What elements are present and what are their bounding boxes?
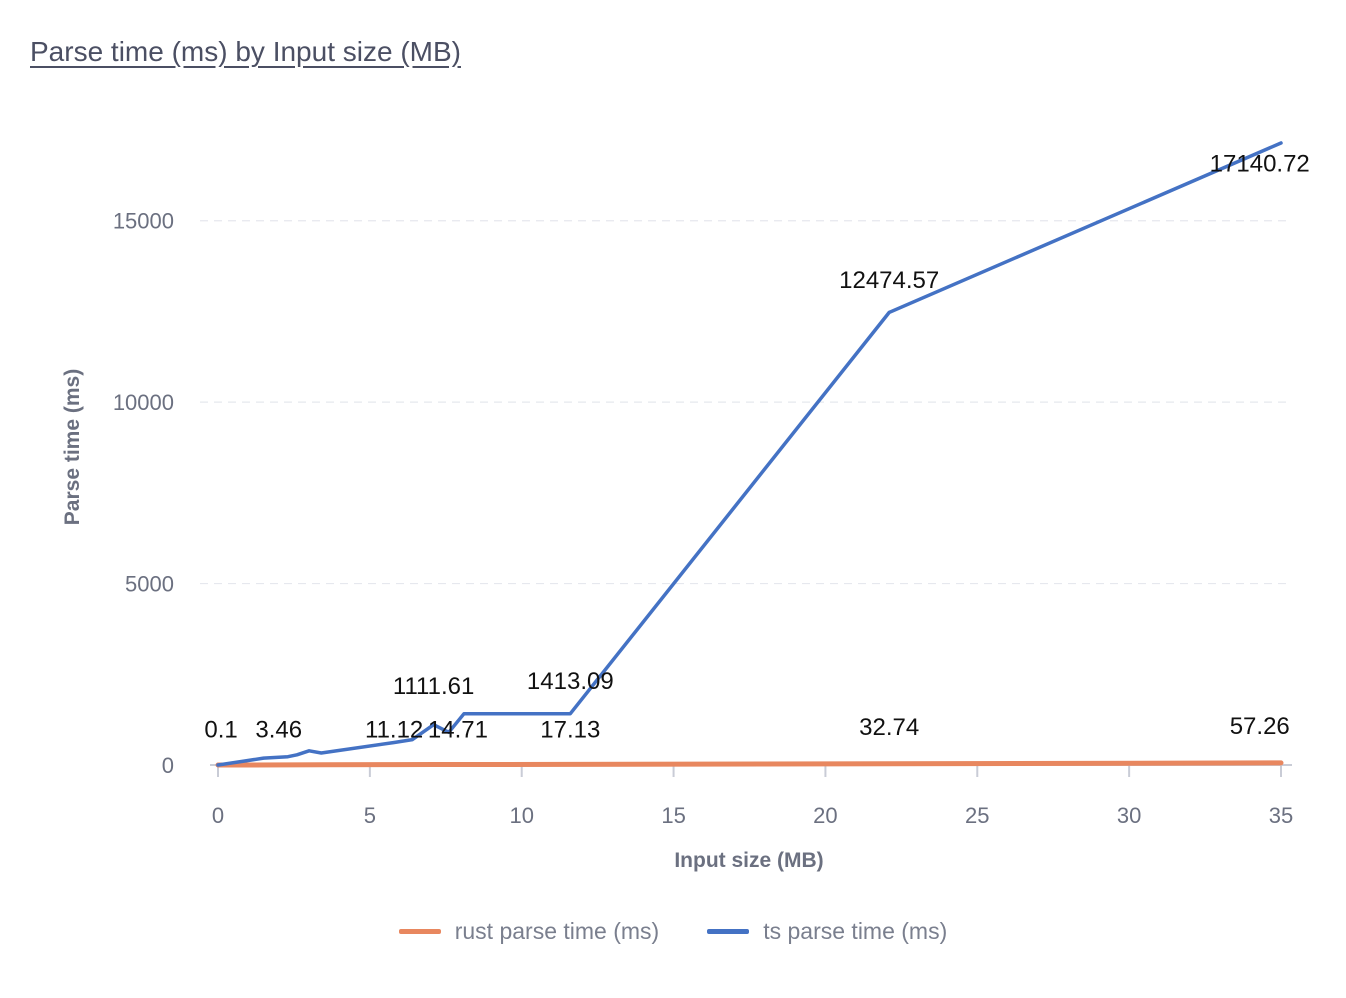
x-tick-label: 10 <box>509 803 533 828</box>
y-tick-label: 0 <box>162 753 174 778</box>
x-tick-label: 30 <box>1117 803 1141 828</box>
data-label: 32.74 <box>859 714 919 741</box>
legend-label-ts: ts parse time (ms) <box>763 918 948 944</box>
legend-item-rust[interactable]: rust parse time (ms) <box>398 918 660 945</box>
y-tick-label: 15000 <box>113 209 174 234</box>
series-lines <box>215 141 1284 768</box>
data-label: 11.12 <box>365 716 423 743</box>
series-line-rust[interactable] <box>215 760 1284 768</box>
data-labels: 0.1 3.46 11.12 14.71 17.13 32.74 57.26 1111.61 1… <box>204 151 1309 744</box>
x-tick-label: 20 <box>813 803 837 828</box>
y-tick-label: 10000 <box>113 390 174 415</box>
grid-lines <box>200 220 1292 585</box>
data-label: 57.26 <box>1230 713 1290 740</box>
x-tick-label: 5 <box>364 803 376 828</box>
x-tick-label: 15 <box>661 803 685 828</box>
x-tick-label: 0 <box>212 803 224 828</box>
data-label: 1111.61 <box>393 673 474 700</box>
x-axis-title: Input size (MB) <box>674 849 823 872</box>
data-label: 17140.72 <box>1210 151 1310 178</box>
x-tick-label: 35 <box>1269 803 1293 828</box>
series-line-ts[interactable] <box>216 141 1283 767</box>
legend-item-ts[interactable]: ts parse time (ms) <box>707 918 947 945</box>
y-tick-label: 5000 <box>125 572 174 597</box>
data-label: 12474.57 <box>839 267 939 294</box>
legend-swatch-rust <box>398 929 441 934</box>
data-label: 0.1 <box>204 716 237 743</box>
x-tick-label: 25 <box>965 803 989 828</box>
data-label: 14.71 <box>428 716 488 743</box>
chart-title[interactable]: Parse time (ms) by Input size (MB) <box>30 36 461 67</box>
legend: rust parse time (ms) ts parse time (ms) <box>0 918 1346 945</box>
legend-label-rust: rust parse time (ms) <box>454 918 660 944</box>
data-label: 17.13 <box>540 716 600 743</box>
y-axis-title: Parse time (ms) <box>61 369 84 525</box>
legend-swatch-ts <box>707 929 750 934</box>
data-label: 1413.09 <box>527 668 614 695</box>
data-label: 3.46 <box>255 716 302 743</box>
